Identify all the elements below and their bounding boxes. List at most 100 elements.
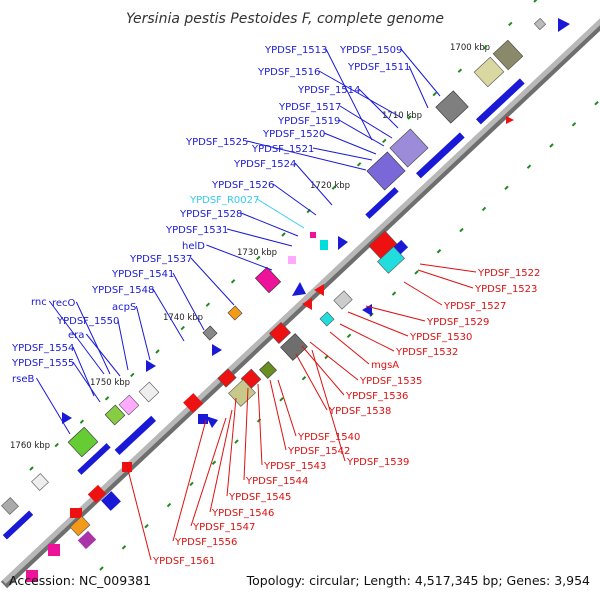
forward-gene-label: recO xyxy=(52,298,76,309)
label-leader-lines xyxy=(35,48,477,561)
forward-gene-label: YPDSF_1516 xyxy=(257,67,320,78)
leader-line xyxy=(256,198,305,229)
gene-box xyxy=(533,17,547,31)
tick-mark xyxy=(144,523,149,529)
tick-mark xyxy=(130,372,135,378)
tick-mark xyxy=(571,122,577,127)
forward-gene-label: YPDSF_1521 xyxy=(251,144,314,155)
tick-marks xyxy=(29,0,599,571)
leader-line xyxy=(403,281,443,306)
tick-mark xyxy=(407,115,412,120)
reverse-gene-label: YPDSF_1556 xyxy=(174,537,237,548)
leader-line xyxy=(318,70,403,119)
leader-line xyxy=(338,119,385,147)
gene-arrow-band xyxy=(476,78,525,125)
reverse-gene-label: YPDSF_1522 xyxy=(477,268,540,279)
forward-gene-label: YPDSF_1548 xyxy=(91,285,154,296)
leader-line xyxy=(48,300,105,375)
tick-mark xyxy=(432,91,437,97)
kbp-label-1740: 1740 kbp xyxy=(163,313,203,323)
forward-gene-label: acpS xyxy=(112,302,136,313)
leader-line xyxy=(269,379,287,451)
tick-mark xyxy=(594,100,599,106)
forward-gene-label: YPDSF_1524 xyxy=(233,159,296,170)
reverse-gene-label: YPDSF_1523 xyxy=(474,284,537,295)
gene-box xyxy=(48,544,60,556)
leader-line xyxy=(339,323,395,352)
map-title: Yersinia pestis Pestoides F, complete ge… xyxy=(126,11,444,27)
reverse-gene-label: YPDSF_1535 xyxy=(359,376,422,387)
gene-box xyxy=(492,39,524,71)
tick-mark xyxy=(104,396,110,401)
leader-line xyxy=(329,331,370,365)
forward-gene-label: YPDSF_1541 xyxy=(111,269,174,280)
leader-line xyxy=(272,183,317,216)
tick-mark xyxy=(508,21,513,27)
forward-gene-label: YPDSF_1520 xyxy=(262,129,325,140)
gene-arrow xyxy=(558,18,570,32)
tick-mark xyxy=(459,227,464,233)
leader-line xyxy=(206,244,273,271)
gene-arrow xyxy=(206,416,218,428)
kbp-scale: 1700 kbp 1710 kbp 1720 kbp 1730 kbp 1740… xyxy=(10,43,490,451)
reverse-gene-label: YPDSF_1539 xyxy=(346,457,409,468)
gene-arrow-band xyxy=(114,415,157,455)
genome-backbone xyxy=(2,18,600,584)
leader-line xyxy=(152,288,185,342)
reverse-gene-label: YPDSF_1547 xyxy=(192,522,255,533)
gene-box xyxy=(118,394,140,416)
leader-line xyxy=(311,349,346,462)
tick-mark xyxy=(301,375,307,381)
tick-mark xyxy=(382,138,387,144)
gene-box xyxy=(138,381,160,403)
gene-arrow-band xyxy=(416,132,465,179)
reverse-gene-label: YPDSF_1532 xyxy=(395,347,458,358)
leader-line xyxy=(190,257,235,306)
gene-box xyxy=(228,379,256,407)
tick-mark xyxy=(99,566,104,571)
tick-mark xyxy=(155,349,160,354)
gene-arrow xyxy=(302,298,312,310)
tick-mark xyxy=(234,439,239,444)
forward-gene-label: helD xyxy=(182,241,205,252)
reverse-gene-label: YPDSF_1546 xyxy=(211,508,274,519)
leader-line xyxy=(277,379,297,437)
gene-box xyxy=(473,56,505,88)
gene-box xyxy=(217,368,237,388)
leader-line xyxy=(240,212,299,237)
reverse-gene-label: YPDSF_1544 xyxy=(245,476,308,487)
reverse-gene-label: YPDSF_1540 xyxy=(297,432,360,443)
kbp-label-1730: 1730 kbp xyxy=(237,248,277,258)
gene-box xyxy=(389,128,429,168)
gene-box xyxy=(101,491,121,511)
forward-gene-label: YPDSF_1531 xyxy=(165,225,228,236)
leader-line xyxy=(135,305,151,361)
gene-box xyxy=(70,508,82,518)
tick-mark xyxy=(205,302,211,307)
leader-line xyxy=(347,311,409,337)
leader-line xyxy=(323,132,377,155)
gene-box xyxy=(320,240,328,250)
leader-line xyxy=(417,269,474,289)
leader-line xyxy=(419,263,477,273)
gene-arrow xyxy=(314,284,324,296)
forward-gene-label: YPDSF_1517 xyxy=(278,102,341,113)
reverse-gene-label: YPDSF_1527 xyxy=(443,301,506,312)
leader-line xyxy=(325,48,373,141)
leader-line xyxy=(72,361,101,403)
tick-mark xyxy=(457,68,463,73)
gene-box xyxy=(366,151,406,191)
gene-box xyxy=(319,311,335,327)
tick-mark xyxy=(166,502,172,508)
reverse-gene-label: YPDSF_1543 xyxy=(263,461,326,472)
leader-line xyxy=(190,417,227,527)
gene-arrow xyxy=(292,282,306,296)
tick-mark xyxy=(504,185,509,191)
forward-gene-label: YPDSF_R0027 xyxy=(189,195,259,206)
tick-mark xyxy=(211,460,217,465)
gene-box xyxy=(435,90,469,124)
tick-mark xyxy=(121,545,127,550)
tick-mark xyxy=(29,466,34,471)
forward-gene-label: YPDSF_1537 xyxy=(129,254,192,265)
